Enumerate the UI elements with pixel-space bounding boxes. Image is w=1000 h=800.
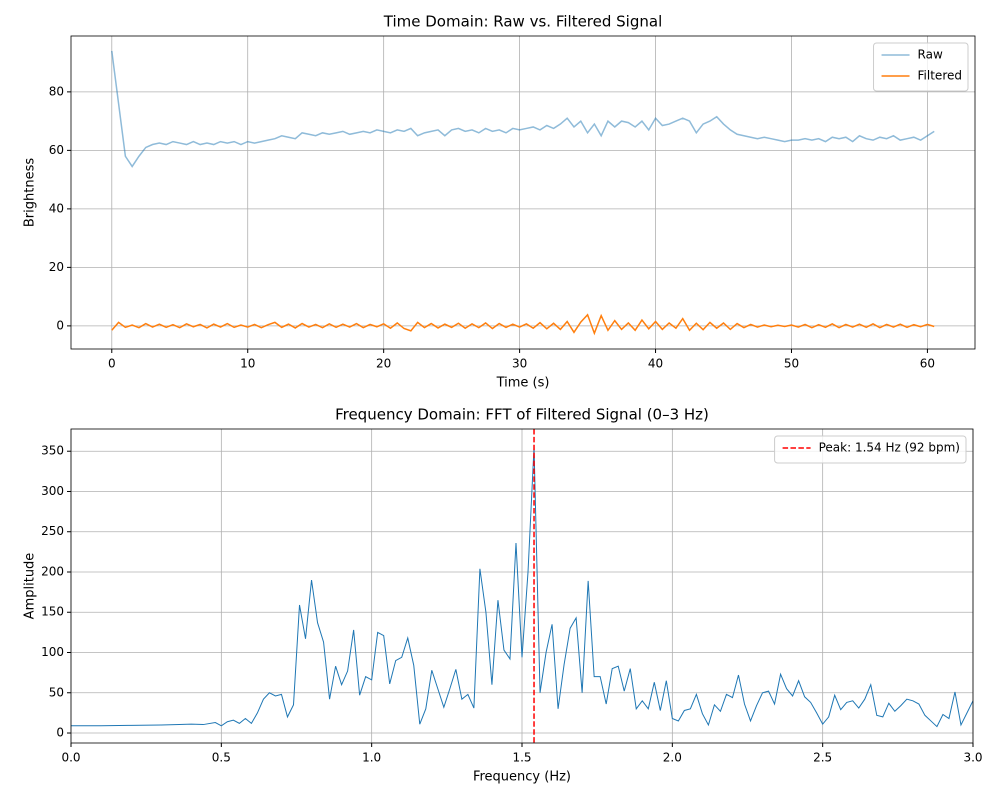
y-tick-label: 40 [49,201,64,215]
y-axis-label: Amplitude [23,553,38,620]
x-tick-label: 0 [108,357,116,371]
y-axis-label: Brightness [23,158,38,227]
y-tick-label: 20 [49,260,64,274]
chart-title: Frequency Domain: FFT of Filtered Signal… [335,406,709,424]
y-tick-label: 0 [56,726,64,740]
legend-label: Raw [918,48,943,62]
series-line [111,50,935,168]
x-axis-label: Frequency (Hz) [473,770,571,785]
legend-label: Peak: 1.54 Hz (92 bpm) [819,441,960,455]
x-axis-label: Time (s) [496,376,550,391]
y-tick-label: 200 [41,564,64,578]
x-tick-label: 10 [240,357,255,371]
legend: Raw Filtered [873,42,969,92]
y-tick-label: 60 [49,143,64,157]
legend-frame [774,435,967,464]
y-tick-label: 300 [41,484,64,498]
series-line [111,313,935,336]
x-tick-label: 1.0 [362,751,381,765]
axes-frame [70,35,976,350]
legend: Peak: 1.54 Hz (92 bpm) [774,435,967,464]
x-tick-label: 20 [376,357,391,371]
y-tick-label: 100 [41,645,64,659]
legend-label: Filtered [918,69,962,83]
chart-title: Time Domain: Raw vs. Filtered Signal [383,13,662,31]
y-tick-label: 250 [41,524,64,538]
y-tick-label: 0 [56,318,64,332]
x-tick-label: 30 [512,357,527,371]
x-tick-label: 50 [784,357,799,371]
x-tick-label: 60 [920,357,935,371]
y-tick-label: 350 [41,444,64,458]
x-tick-label: 40 [648,357,663,371]
y-tick-label: 150 [41,605,64,619]
x-tick-label: 2.0 [663,751,682,765]
x-tick-label: 3.0 [963,751,982,765]
x-tick-label: 0.0 [61,751,80,765]
y-tick-label: 80 [49,84,64,98]
x-tick-label: 1.5 [512,751,531,765]
series-line [71,447,973,728]
x-tick-label: 0.5 [212,751,231,765]
x-tick-label: 2.5 [813,751,832,765]
y-tick-label: 50 [49,685,64,699]
axes-frame [70,428,974,744]
